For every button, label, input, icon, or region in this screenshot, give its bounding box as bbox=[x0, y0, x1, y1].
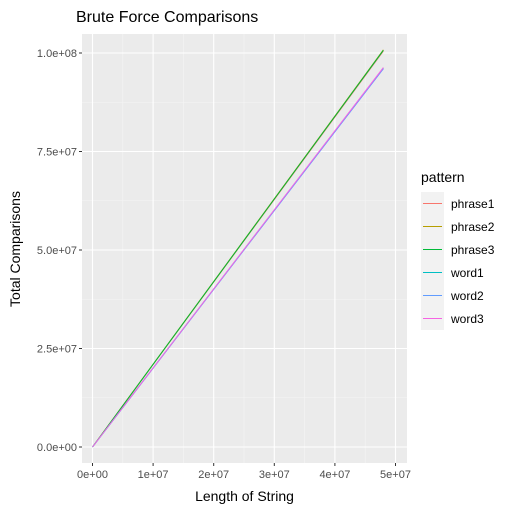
x-tick-label: 1e+07 bbox=[138, 469, 169, 481]
legend-label-word3: word3 bbox=[450, 312, 484, 326]
x-axis-title: Length of String bbox=[195, 488, 294, 504]
series-line-word3 bbox=[92, 67, 384, 448]
y-tick-label: 7.5e+07 bbox=[37, 147, 77, 159]
x-axis-ticks: 0e+00 1e+07 2e+07 3e+07 4e+07 5e+07 bbox=[77, 463, 411, 481]
x-tick-label: 2e+07 bbox=[198, 469, 229, 481]
x-tick-label: 0e+00 bbox=[77, 469, 108, 481]
x-tick-label: 3e+07 bbox=[259, 469, 290, 481]
legend-label-phrase3: phrase3 bbox=[451, 243, 495, 257]
y-tick-label: 1.0e+08 bbox=[37, 48, 77, 60]
legend: pattern phrase1 phrase2 phrase3 word1 word2 w… bbox=[421, 169, 495, 330]
x-tick-label: 5e+07 bbox=[380, 469, 411, 481]
y-tick-label: 2.5e+07 bbox=[37, 344, 77, 356]
chart-title: Brute Force Comparisons bbox=[76, 9, 258, 26]
y-axis-ticks: 0.0e+00 2.5e+07 5.0e+07 7.5e+07 1.0e+08 bbox=[37, 48, 82, 454]
legend-label-phrase2: phrase2 bbox=[451, 220, 495, 234]
y-tick-label: 0.0e+00 bbox=[37, 442, 77, 454]
legend-label-word1: word1 bbox=[450, 266, 484, 280]
x-tick-label: 4e+07 bbox=[319, 469, 350, 481]
series-line-phrase3 bbox=[92, 49, 384, 448]
major-gridlines bbox=[82, 34, 407, 463]
legend-title: pattern bbox=[421, 169, 465, 185]
legend-label-phrase1: phrase1 bbox=[451, 197, 495, 211]
minor-gridlines bbox=[82, 34, 407, 463]
y-axis-title: Total Comparisons bbox=[7, 191, 23, 307]
series-lines bbox=[92, 49, 384, 448]
y-tick-label: 5.0e+07 bbox=[37, 245, 77, 257]
legend-label-word2: word2 bbox=[450, 289, 484, 303]
